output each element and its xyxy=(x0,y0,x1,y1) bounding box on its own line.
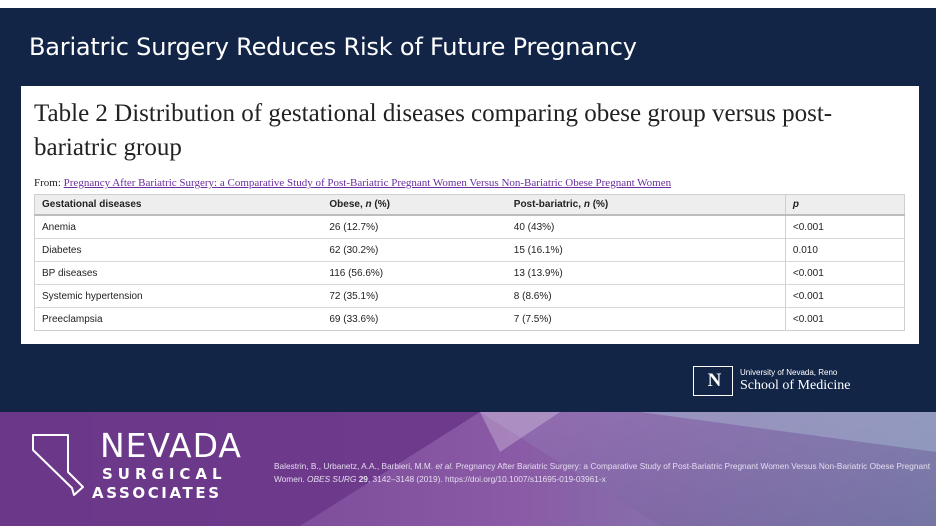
cell-post-bariatric: 8 (8.6%) xyxy=(506,284,786,308)
unr-school-name: School of Medicine xyxy=(740,378,851,393)
nevada-surgical-associates-logo: NEVADA SURGICAL ASSOCIATES xyxy=(30,426,250,512)
column-header-suffix: (%) xyxy=(371,199,390,210)
cell-obese: 72 (35.1%) xyxy=(322,284,507,308)
citation-title: Pregnancy After Bariatric Surgery: a Com… xyxy=(274,461,931,484)
cell-p-value: <0.001 xyxy=(784,214,905,239)
nsa-logo-line-surgical: SURGICAL xyxy=(102,465,227,483)
citation-etal: et al. xyxy=(435,461,454,471)
table-row: BP diseases 116 (56.6%) 13 (13.9%) <0.00… xyxy=(34,261,905,285)
cell-p-value: 0.010 xyxy=(784,238,905,262)
table-row: Systemic hypertension 72 (35.1%) 8 (8.6%… xyxy=(34,284,905,308)
cell-post-bariatric: 15 (16.1%) xyxy=(506,238,786,262)
column-header-italic: p xyxy=(792,199,800,210)
unr-logo-text: University of Nevada, Reno School of Med… xyxy=(740,368,850,394)
cell-disease: Systemic hypertension xyxy=(34,284,323,308)
source-article-link[interactable]: Pregnancy After Bariatric Surgery: a Com… xyxy=(63,177,672,189)
column-header-italic: n xyxy=(365,199,372,210)
cell-disease: Anemia xyxy=(34,214,323,239)
cell-obese: 26 (12.7%) xyxy=(322,214,507,239)
unr-n-logo-icon: N xyxy=(693,366,733,396)
table-heading: Table 2 Distribution of gestational dise… xyxy=(34,100,833,161)
cell-obese: 62 (30.2%) xyxy=(322,238,507,262)
cell-p-value: <0.001 xyxy=(784,261,905,285)
from-label: From: xyxy=(34,177,61,189)
footer-band-facet xyxy=(480,412,936,526)
table-card: Table 2 Distribution of gestational dise… xyxy=(21,86,919,344)
nsa-logo-line-nevada: NEVADA xyxy=(100,426,242,465)
source-line: From: Pregnancy After Bariatric Surgery:… xyxy=(34,177,671,189)
cell-p-value: <0.001 xyxy=(784,284,905,308)
cell-p-value: <0.001 xyxy=(784,307,905,331)
column-header-italic: n xyxy=(583,199,590,210)
nevada-state-outline-shape xyxy=(32,434,84,496)
cell-disease: BP diseases xyxy=(34,261,323,285)
cell-disease: Preeclampsia xyxy=(34,307,323,331)
column-header-suffix: (%) xyxy=(589,199,609,210)
unr-school-of-medicine-logo: N University of Nevada, Reno School of M… xyxy=(693,366,850,396)
cell-disease: Diabetes xyxy=(34,238,323,262)
column-header-obese: Obese, n (%) xyxy=(322,194,507,216)
unr-university-name: University of Nevada, Reno xyxy=(740,368,838,377)
cell-obese: 69 (33.6%) xyxy=(322,307,507,331)
cell-post-bariatric: 40 (43%) xyxy=(506,214,786,239)
table-row: Anemia 26 (12.7%) 40 (43%) <0.001 xyxy=(34,214,905,239)
column-header-p: p xyxy=(784,194,905,216)
table-header-row: Gestational diseases Obese, n (%) Post-b… xyxy=(34,194,905,216)
cell-post-bariatric: 13 (13.9%) xyxy=(506,261,786,285)
citation-rest: , 3142–3148 (2019). https://doi.org/10.1… xyxy=(367,474,606,484)
column-header-text: Gestational diseases xyxy=(42,199,142,210)
column-header-gestational-diseases: Gestational diseases xyxy=(34,194,323,216)
cell-post-bariatric: 7 (7.5%) xyxy=(506,307,786,331)
table-row: Preeclampsia 69 (33.6%) 7 (7.5%) <0.001 xyxy=(34,307,905,331)
citation-journal: OBES SURG xyxy=(307,474,357,484)
citation-volume: 29 xyxy=(356,474,368,484)
gestational-diseases-table: Gestational diseases Obese, n (%) Post-b… xyxy=(34,194,905,331)
footer-band xyxy=(0,412,936,526)
footer-band-facet xyxy=(0,412,480,526)
nevada-state-outline-icon xyxy=(32,434,84,496)
column-header-text: Obese, xyxy=(329,199,366,210)
column-header-post-bariatric: Post-bariatric, n (%) xyxy=(506,194,786,216)
footer-band-facet xyxy=(480,412,560,452)
citation-authors: Balestrin, B., Urbanetz, A.A., Barbieri,… xyxy=(274,461,436,471)
footer-band-facet xyxy=(640,412,936,452)
slide-title: Bariatric Surgery Reduces Risk of Future… xyxy=(29,33,637,61)
table-row: Diabetes 62 (30.2%) 15 (16.1%) 0.010 xyxy=(34,238,905,262)
nsa-logo-line-associates: ASSOCIATES xyxy=(92,484,222,502)
column-header-text: Post-bariatric, xyxy=(513,199,584,210)
cell-obese: 116 (56.6%) xyxy=(322,261,507,285)
citation: Balestrin, B., Urbanetz, A.A., Barbieri,… xyxy=(274,460,934,486)
